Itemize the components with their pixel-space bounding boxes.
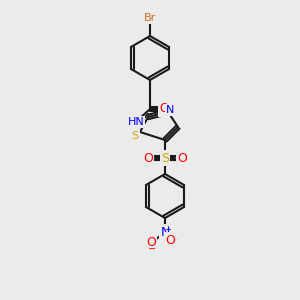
Text: S: S: [161, 152, 169, 164]
Text: N: N: [160, 226, 170, 238]
Text: O: O: [159, 103, 169, 116]
Text: N: N: [166, 105, 174, 115]
Text: O: O: [165, 233, 175, 247]
Text: O: O: [143, 152, 153, 164]
Text: HN: HN: [128, 117, 144, 127]
Text: −: −: [148, 244, 156, 254]
Text: S: S: [131, 131, 139, 141]
Text: Br: Br: [144, 13, 156, 23]
Text: O: O: [177, 152, 187, 164]
Text: +: +: [165, 224, 171, 233]
Text: O: O: [146, 236, 156, 250]
